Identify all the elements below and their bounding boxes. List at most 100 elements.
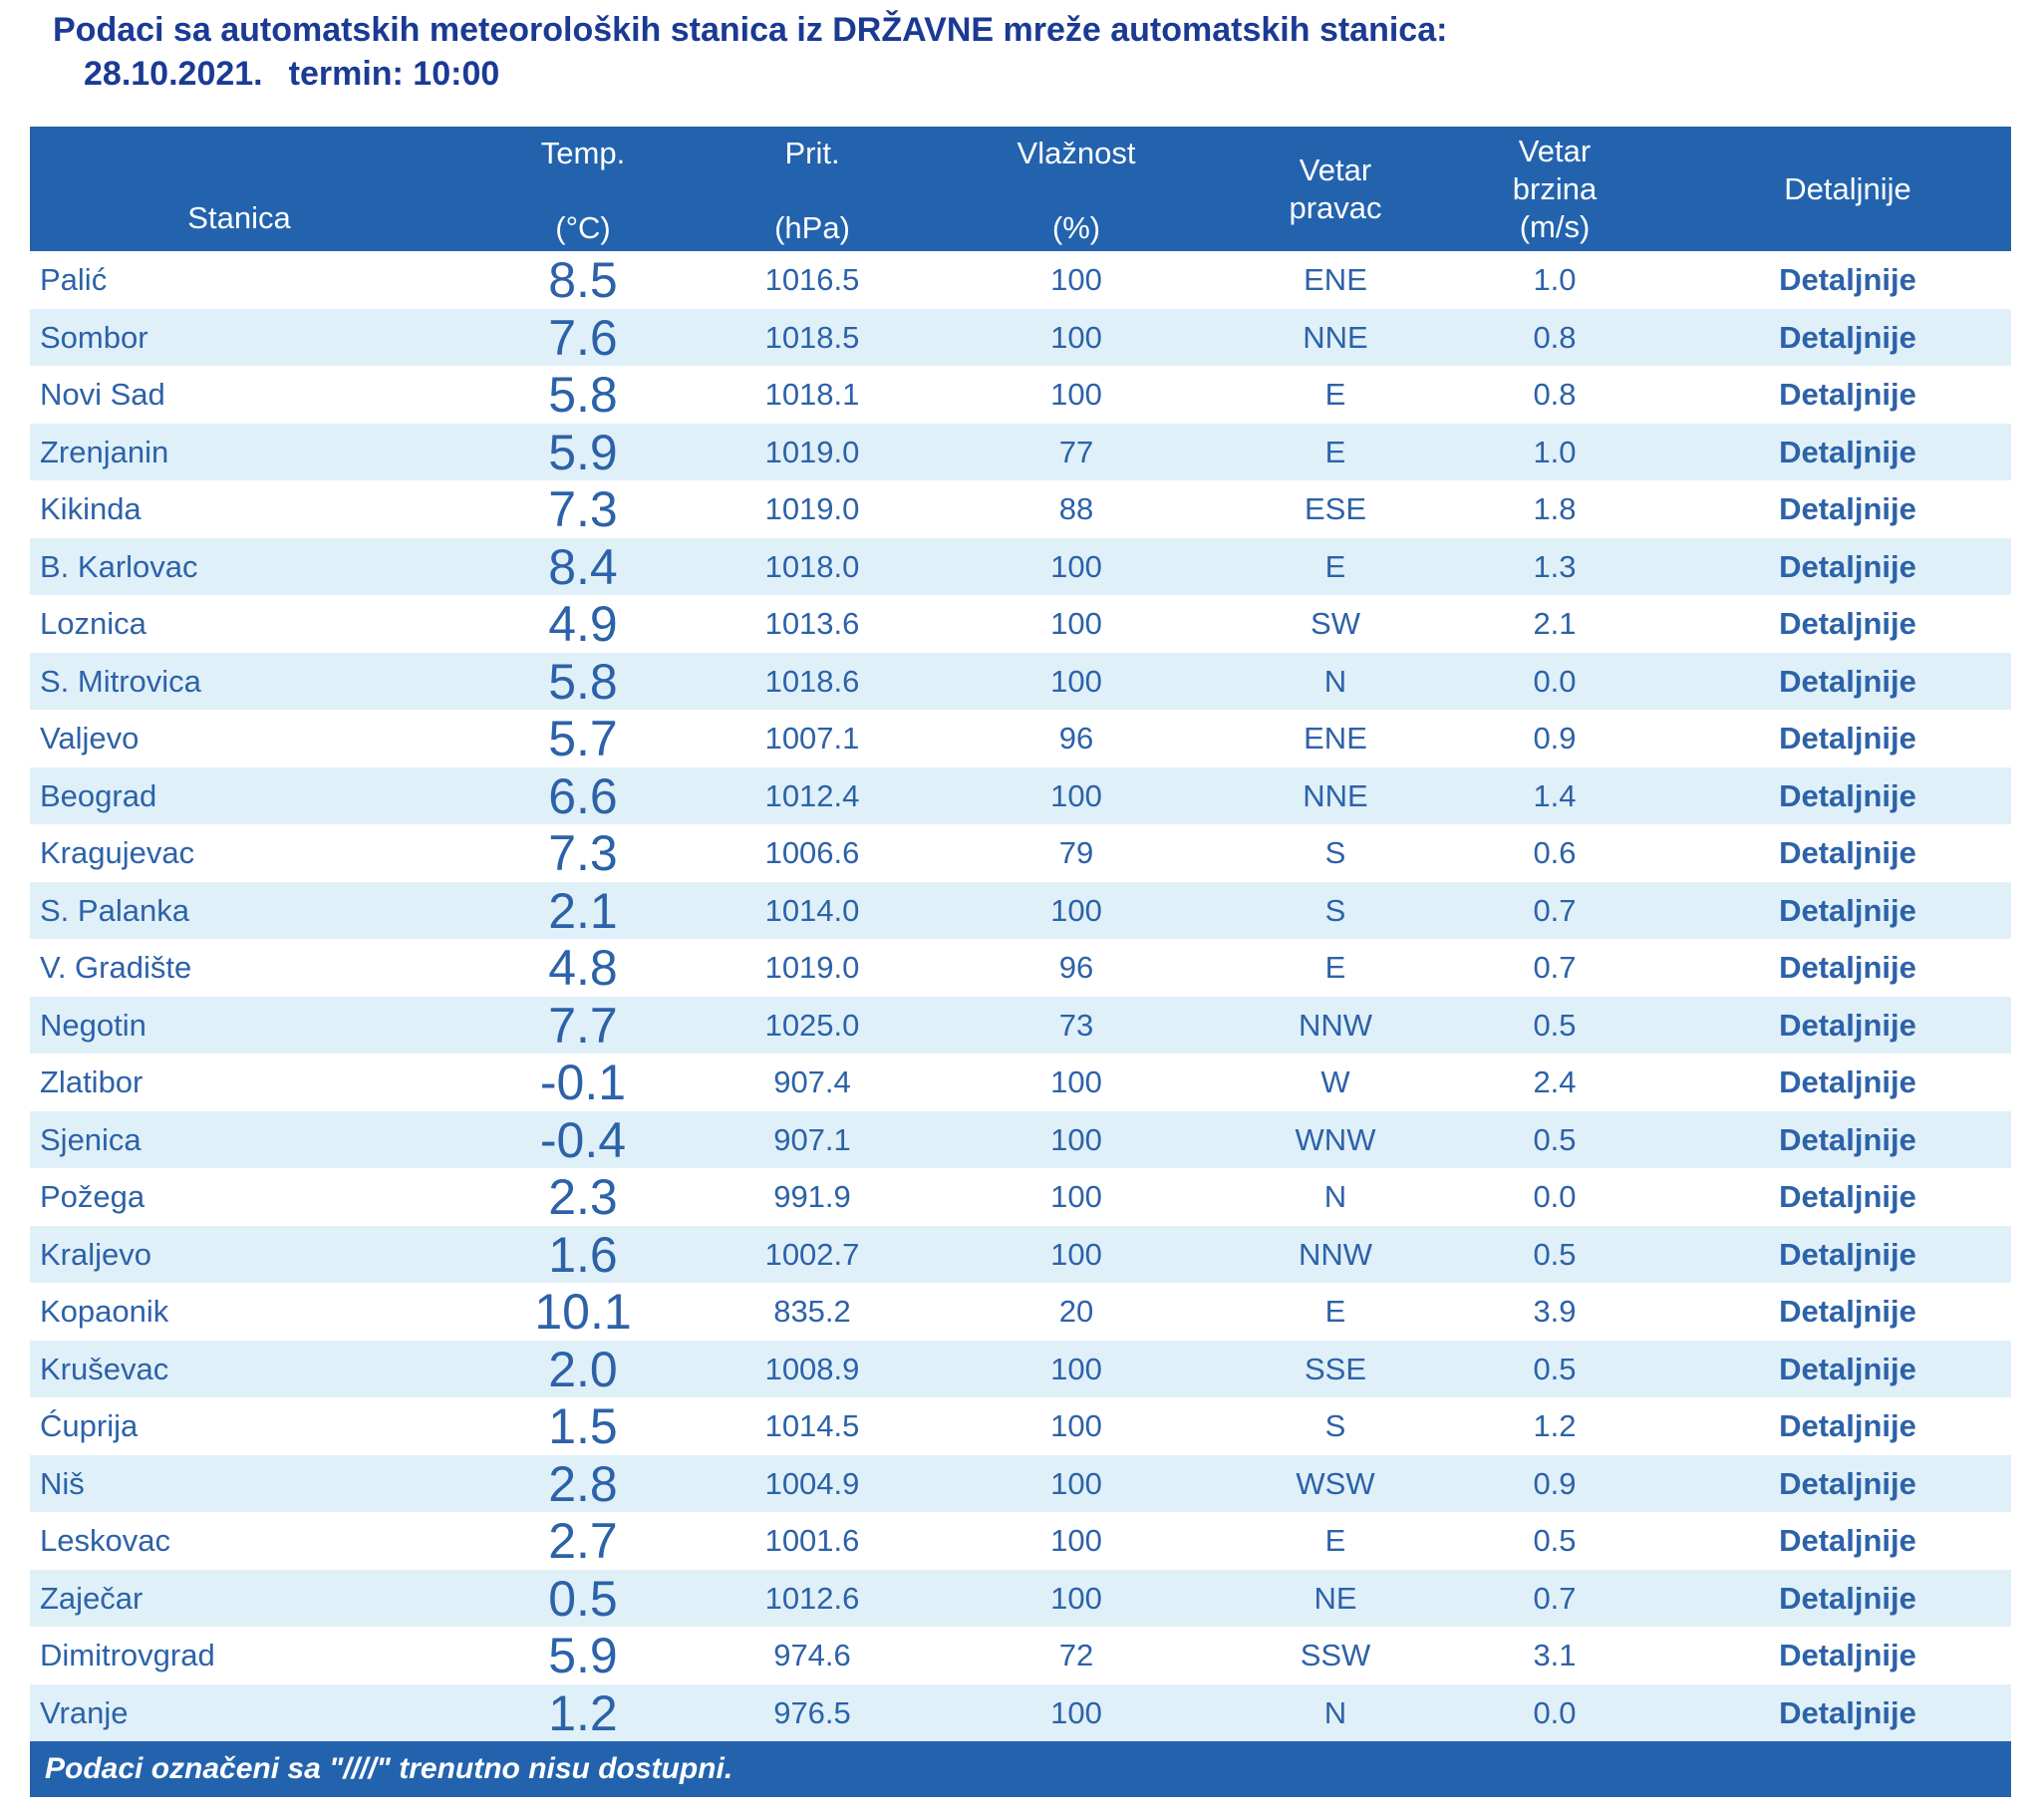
pressure-cell: 1016.5 — [764, 262, 860, 297]
table-row: Leskovac 2.7 1001.6 100 E 0.5 Detaljnije — [30, 1512, 2011, 1570]
temperature-cell: 7.3 — [548, 825, 618, 881]
station-cell: Vranje — [40, 1694, 129, 1730]
wind-speed-cell: 1.2 — [1533, 1408, 1577, 1443]
detaljnije-link[interactable]: Detaljnije — [1779, 319, 1916, 355]
table-row: Palić 8.5 1016.5 100 ENE 1.0 Detaljnije — [30, 251, 2011, 309]
humidity-cell: 77 — [1058, 434, 1094, 469]
details-header-label: Detaljnije — [1784, 170, 1911, 206]
detaljnije-link[interactable]: Detaljnije — [1779, 1408, 1916, 1443]
wind-direction-cell: E — [1324, 950, 1346, 985]
table-row: Beograd 6.6 1012.4 100 NNE 1.4 Detaljnije — [30, 766, 2011, 824]
detaljnije-link[interactable]: Detaljnije — [1779, 1638, 1916, 1672]
detaljnije-link[interactable]: Detaljnije — [1779, 1236, 1916, 1272]
pressure-cell: 991.9 — [773, 1179, 851, 1214]
wind-speed-cell: 0.0 — [1533, 1694, 1577, 1730]
wind-direction-cell: N — [1323, 663, 1347, 699]
humidity-cell: 100 — [1050, 548, 1102, 584]
detaljnije-link[interactable]: Detaljnije — [1779, 835, 1916, 870]
details-cell: Detaljnije — [1684, 377, 2011, 413]
wind-direction-cell: W — [1320, 1064, 1350, 1099]
details-cell: Detaljnije — [1684, 1581, 2011, 1617]
station-cell: Kraljevo — [40, 1236, 151, 1272]
report-term: termin: 10:00 — [288, 55, 500, 93]
details-cell: Detaljnije — [1684, 778, 2011, 814]
pressure-cell: 1019.0 — [764, 491, 860, 526]
detaljnije-link[interactable]: Detaljnije — [1779, 721, 1916, 756]
wind-direction-cell: E — [1324, 1294, 1346, 1329]
pressure-cell: 1006.6 — [764, 835, 860, 870]
station-cell: S. Mitrovica — [40, 663, 201, 699]
table-row: S. Mitrovica 5.8 1018.6 100 N 0.0 Detaljnije — [30, 652, 2011, 710]
wind-speed-cell: 1.8 — [1533, 491, 1577, 526]
temperature-cell: 7.6 — [548, 309, 618, 366]
detaljnije-link[interactable]: Detaljnije — [1779, 1007, 1916, 1043]
wind-speed-cell: 0.0 — [1533, 1179, 1577, 1214]
table-row: Zlatibor -0.1 907.4 100 W 2.4 Detaljnije — [30, 1054, 2011, 1111]
pressure-cell: 1018.1 — [764, 377, 860, 412]
detaljnije-link[interactable]: Detaljnije — [1779, 1179, 1916, 1214]
detaljnije-link[interactable]: Detaljnije — [1779, 491, 1916, 526]
detaljnije-link[interactable]: Detaljnije — [1779, 950, 1916, 985]
detaljnije-link[interactable]: Detaljnije — [1779, 377, 1916, 412]
detaljnije-link[interactable]: Detaljnije — [1779, 777, 1916, 813]
station-cell: Niš — [40, 1465, 85, 1501]
detaljnije-link[interactable]: Detaljnije — [1779, 606, 1916, 641]
wind-direction-cell: NNW — [1298, 1007, 1373, 1043]
station-cell: Leskovac — [40, 1523, 170, 1558]
pressure-cell: 907.1 — [773, 1121, 851, 1157]
details-cell: Detaljnije — [1684, 1294, 2011, 1330]
station-cell: Sombor — [40, 319, 148, 355]
detaljnije-link[interactable]: Detaljnije — [1779, 1694, 1916, 1730]
pressure-cell: 1019.0 — [764, 950, 860, 985]
wind-speed-cell: 0.5 — [1533, 1523, 1577, 1558]
wind-speed-cell: 0.8 — [1533, 377, 1577, 412]
humidity-cell: 100 — [1050, 1523, 1102, 1558]
details-cell: Detaljnije — [1684, 491, 2011, 527]
wind-direction-cell: ENE — [1304, 262, 1367, 297]
humidity-cell: 100 — [1050, 319, 1102, 355]
detaljnije-link[interactable]: Detaljnije — [1779, 548, 1916, 584]
station-cell: Zlatibor — [40, 1064, 144, 1099]
station-cell: Kikinda — [40, 491, 142, 526]
humidity-cell: 100 — [1050, 1408, 1102, 1443]
detaljnije-link[interactable]: Detaljnije — [1779, 1294, 1916, 1329]
wind-direction-cell: NNE — [1303, 777, 1368, 813]
wind-direction-cell: S — [1324, 835, 1346, 870]
pressure-cell: 1018.6 — [764, 663, 860, 699]
detaljnije-link[interactable]: Detaljnije — [1779, 1523, 1916, 1558]
station-cell: Ćuprija — [40, 1408, 139, 1443]
table-row: V. Gradište 4.8 1019.0 96 E 0.7 Detaljnije — [30, 939, 2011, 997]
station-cell: Palić — [40, 262, 108, 297]
wind-speed-header-unit: (m/s) — [1519, 208, 1591, 244]
detaljnije-link[interactable]: Detaljnije — [1779, 262, 1916, 297]
wind-direction-cell: N — [1323, 1179, 1347, 1214]
temperature-cell: 2.0 — [548, 1341, 618, 1397]
page-title: Podaci sa automatskih meteoroloških stan… — [53, 8, 1447, 96]
detaljnije-link[interactable]: Detaljnije — [1779, 1580, 1916, 1616]
details-cell: Detaljnije — [1684, 835, 2011, 871]
pressure-cell: 1014.0 — [764, 892, 860, 928]
detaljnije-link[interactable]: Detaljnije — [1779, 1064, 1916, 1099]
detaljnije-link[interactable]: Detaljnije — [1779, 434, 1916, 469]
details-cell: Detaljnije — [1684, 606, 2011, 642]
temperature-cell: 5.8 — [548, 653, 618, 710]
humidity-cell: 100 — [1050, 1236, 1102, 1272]
humidity-cell: 100 — [1050, 663, 1102, 699]
header-cell-wind-speed: Vetar brzina (m/s) — [1425, 127, 1684, 251]
details-cell: Detaljnije — [1684, 1237, 2011, 1273]
detaljnije-link[interactable]: Detaljnije — [1779, 1465, 1916, 1501]
station-cell: Novi Sad — [40, 377, 165, 412]
detaljnije-link[interactable]: Detaljnije — [1779, 663, 1916, 699]
wind-speed-cell: 1.4 — [1533, 777, 1577, 813]
table-footer: Podaci označeni sa "////" trenutno nisu … — [30, 1741, 2011, 1797]
detaljnije-link[interactable]: Detaljnije — [1779, 1121, 1916, 1157]
detaljnije-link[interactable]: Detaljnije — [1779, 1351, 1916, 1386]
wind-speed-cell: 0.7 — [1533, 892, 1577, 928]
wind-speed-cell: 0.8 — [1533, 319, 1577, 355]
pressure-cell: 976.5 — [773, 1694, 851, 1730]
station-cell: Kopaonik — [40, 1294, 169, 1329]
table-row: Sjenica -0.4 907.1 100 WNW 0.5 Detaljnije — [30, 1110, 2011, 1168]
detaljnije-link[interactable]: Detaljnije — [1779, 892, 1916, 928]
details-cell: Detaljnije — [1684, 721, 2011, 757]
